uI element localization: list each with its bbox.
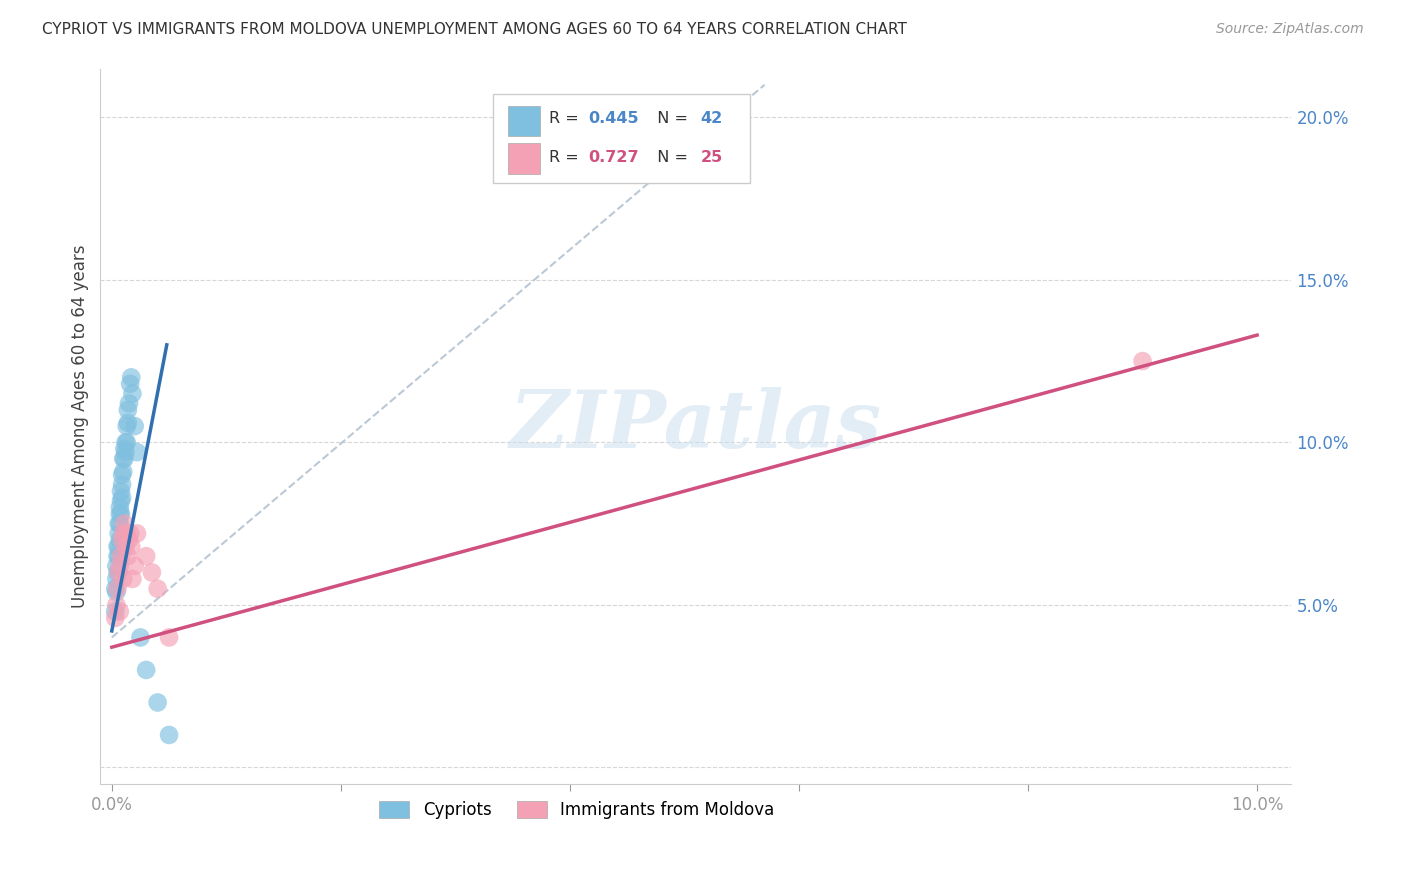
Point <box>107 540 129 554</box>
Point <box>107 526 129 541</box>
Point <box>118 396 141 410</box>
Point <box>111 477 134 491</box>
Point <box>120 370 142 384</box>
FancyBboxPatch shape <box>508 105 540 136</box>
Point <box>120 540 142 554</box>
Text: N =: N = <box>647 111 693 126</box>
Point <box>108 516 131 531</box>
Point <box>120 526 142 541</box>
Point <box>111 467 134 482</box>
Point <box>112 451 135 466</box>
Point <box>115 435 138 450</box>
Point <box>124 558 146 573</box>
Point <box>112 442 135 456</box>
Y-axis label: Unemployment Among Ages 60 to 64 years: Unemployment Among Ages 60 to 64 years <box>72 244 89 607</box>
Point <box>125 526 148 541</box>
Point <box>107 549 129 564</box>
Point <box>104 604 127 618</box>
Legend: Cypriots, Immigrants from Moldova: Cypriots, Immigrants from Moldova <box>373 794 780 825</box>
Point <box>117 402 139 417</box>
Point <box>121 386 143 401</box>
Text: R =: R = <box>550 111 585 126</box>
Point <box>114 540 136 554</box>
Text: 0.727: 0.727 <box>589 150 640 165</box>
Point <box>146 696 169 710</box>
Text: 0.445: 0.445 <box>589 111 640 126</box>
FancyBboxPatch shape <box>508 144 540 174</box>
Point <box>108 558 131 573</box>
Point <box>112 526 135 541</box>
Point <box>135 549 157 564</box>
Text: R =: R = <box>550 150 585 165</box>
Point <box>114 435 136 450</box>
Point <box>110 549 132 564</box>
Point <box>157 728 180 742</box>
Point <box>107 516 129 531</box>
Point <box>141 566 163 580</box>
Point <box>108 507 131 521</box>
Point <box>114 445 136 459</box>
Point <box>112 465 135 479</box>
Point <box>107 566 129 580</box>
Point <box>112 451 135 466</box>
Text: Source: ZipAtlas.com: Source: ZipAtlas.com <box>1216 22 1364 37</box>
Point <box>111 491 134 505</box>
Point <box>117 549 139 564</box>
Point <box>115 526 138 541</box>
Point <box>107 549 129 564</box>
Point <box>107 566 129 580</box>
Point <box>121 572 143 586</box>
Point <box>107 540 129 554</box>
Point <box>105 558 128 573</box>
Point <box>110 494 132 508</box>
Point <box>107 582 129 596</box>
Point <box>120 376 142 391</box>
Point <box>108 500 131 515</box>
Point <box>112 516 135 531</box>
Point <box>110 484 132 499</box>
Point <box>105 585 128 599</box>
Point <box>108 604 131 618</box>
Text: 25: 25 <box>700 150 723 165</box>
Point <box>135 663 157 677</box>
Point <box>110 507 132 521</box>
Point <box>105 572 128 586</box>
Point <box>105 598 128 612</box>
Point <box>111 533 134 547</box>
Text: N =: N = <box>647 150 693 165</box>
Text: ZIPatlas: ZIPatlas <box>510 387 882 465</box>
Point <box>124 419 146 434</box>
Point <box>125 445 148 459</box>
Point <box>115 419 138 434</box>
Point <box>104 582 127 596</box>
Point <box>112 572 135 586</box>
Point <box>129 631 152 645</box>
Point <box>118 533 141 547</box>
Point <box>157 631 180 645</box>
Point <box>146 582 169 596</box>
Text: CYPRIOT VS IMMIGRANTS FROM MOLDOVA UNEMPLOYMENT AMONG AGES 60 TO 64 YEARS CORREL: CYPRIOT VS IMMIGRANTS FROM MOLDOVA UNEMP… <box>42 22 907 37</box>
Text: 42: 42 <box>700 111 723 126</box>
Point <box>1132 354 1154 368</box>
Point <box>108 533 131 547</box>
Point <box>117 416 139 430</box>
Point <box>104 611 127 625</box>
FancyBboxPatch shape <box>494 94 749 183</box>
